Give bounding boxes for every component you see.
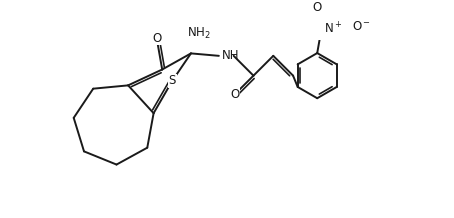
- Text: NH: NH: [222, 49, 239, 62]
- Text: NH$_2$: NH$_2$: [187, 26, 210, 41]
- Text: O: O: [230, 88, 239, 101]
- Text: O: O: [152, 32, 161, 44]
- Text: S: S: [169, 74, 176, 87]
- Text: O: O: [313, 1, 322, 14]
- Text: N$^+$: N$^+$: [324, 22, 342, 37]
- Text: O$^-$: O$^-$: [352, 20, 371, 33]
